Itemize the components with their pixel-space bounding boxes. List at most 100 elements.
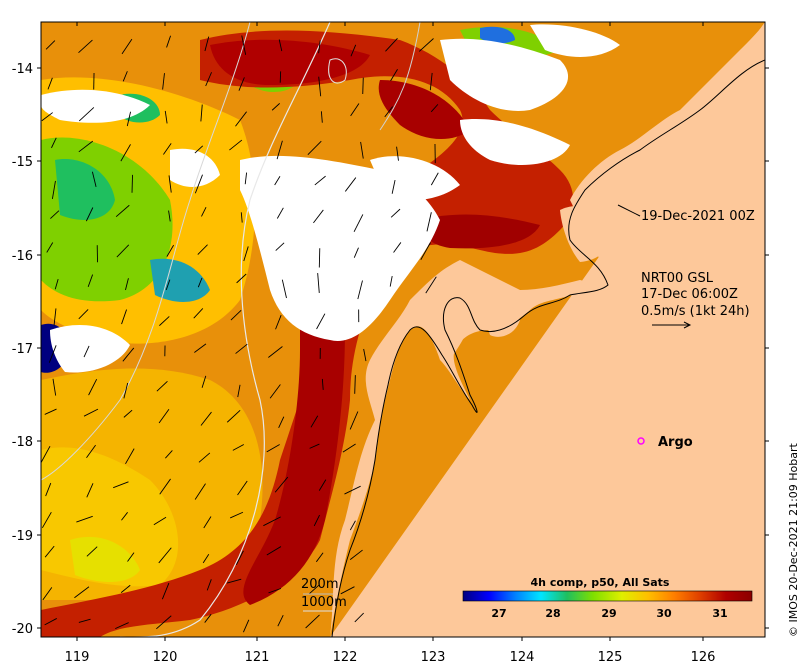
current-arrow (235, 111, 247, 127)
current-arrow (127, 552, 135, 562)
argo-marker-icon (637, 437, 645, 445)
current-arrow (316, 313, 326, 330)
current-arrow (125, 278, 129, 291)
current-arrow (229, 511, 244, 519)
current-arrow (125, 448, 135, 465)
current-arrow (238, 77, 245, 91)
sst-hot-bay (420, 214, 540, 249)
current-arrow (309, 584, 320, 595)
current-arrow (354, 375, 356, 394)
land-peninsula-3 (480, 298, 520, 337)
map-plot-area (41, 22, 765, 637)
coastline (331, 59, 765, 637)
current-arrow (268, 588, 282, 594)
current-arrow (194, 343, 207, 353)
currents-legend-line1: NRT00 GSL (641, 271, 714, 286)
current-arrow (385, 37, 398, 52)
current-arrow (45, 40, 56, 50)
y-tick-label: -20 (12, 622, 33, 637)
current-arrow (204, 613, 212, 623)
current-arrow (44, 408, 57, 415)
current-arrow (275, 315, 282, 330)
current-arrow (41, 112, 53, 122)
current-arrow (349, 549, 363, 561)
current-arrow (391, 179, 396, 194)
current-arrow (430, 172, 439, 186)
y-tick-label: -15 (12, 155, 33, 170)
current-arrow (201, 207, 207, 217)
current-arrow (159, 478, 171, 495)
current-arrow (165, 279, 171, 291)
current-arrow (305, 614, 320, 629)
sst-hot-coastal-core (243, 296, 345, 605)
current-arrow (318, 76, 322, 97)
current-arrow (307, 140, 322, 155)
credit-label: © IMOS 20-Dec-2021 21:09 Hobart (787, 442, 800, 637)
current-arrow (44, 545, 55, 558)
current-arrow (194, 483, 206, 500)
contour-200m-label: 200m (301, 577, 338, 592)
currents-legend-line2: 17-Dec 06:00Z (641, 287, 738, 302)
x-tick-label: 125 (598, 650, 623, 665)
plot-frame (40, 21, 766, 638)
current-arrow (271, 103, 280, 111)
current-arrow (131, 174, 133, 193)
current-arrow (425, 276, 437, 294)
current-arrow (78, 107, 95, 122)
current-arrow (276, 140, 283, 160)
current-arrow (357, 280, 363, 300)
current-arrow (278, 416, 285, 429)
timestamp-label: 19-Dec-2021 00Z (641, 209, 755, 224)
current-arrow (47, 77, 53, 90)
current-arrow (354, 612, 364, 623)
current-arrow (426, 212, 432, 232)
cloud-ne-2 (530, 24, 620, 57)
current-arrow (168, 210, 171, 222)
current-arrow (321, 378, 324, 390)
colorbar-tick-label: 30 (656, 607, 672, 620)
current-arrow (226, 409, 241, 423)
land-peninsula (560, 206, 610, 262)
current-arrow (281, 279, 287, 299)
cloud-ne-3 (460, 119, 570, 165)
currents-legend-line3: 0.5m/s (1kt 24h) (641, 304, 750, 319)
current-arrow (313, 514, 320, 527)
current-arrow (193, 308, 204, 319)
sst-hot-north (210, 39, 370, 85)
current-arrow (396, 146, 399, 161)
current-arrow (121, 512, 128, 521)
current-arrow (50, 210, 60, 219)
colorbar: 4h comp, p50, All Sats 27 28 29 30 31 (456, 576, 762, 628)
x-tick-label: 120 (153, 650, 178, 665)
cloud-west-2 (170, 148, 220, 187)
current-arrow (278, 39, 283, 52)
current-arrow (166, 35, 171, 48)
current-arrow (156, 615, 172, 630)
current-arrow (418, 38, 434, 52)
current-arrow (161, 582, 170, 600)
current-arrow (315, 552, 324, 563)
current-arrow (158, 409, 170, 424)
current-arrow (115, 622, 129, 630)
current-arrow (205, 72, 212, 87)
current-arrow (200, 104, 203, 122)
y-tick-label: -18 (12, 435, 33, 450)
current-arrow (168, 175, 172, 193)
current-arrow (235, 550, 244, 566)
current-arrow (76, 515, 93, 523)
current-arrow (393, 242, 402, 253)
current-arrow (266, 546, 282, 556)
current-arrow (165, 450, 173, 459)
cloud-center-2 (370, 156, 460, 201)
current-arrow (243, 246, 249, 262)
current-arrow (263, 516, 281, 527)
current-arrow (268, 346, 283, 358)
current-arrow (51, 137, 57, 149)
current-arrow (340, 586, 355, 595)
current-arrow (349, 411, 359, 430)
contour-1000m-label: 1000m (301, 595, 347, 610)
current-arrow (313, 209, 324, 224)
current-arrow (45, 482, 52, 497)
current-arrow (274, 476, 289, 493)
y-axis: -14 -15 -16 -17 -18 -19 -20 (12, 62, 769, 637)
